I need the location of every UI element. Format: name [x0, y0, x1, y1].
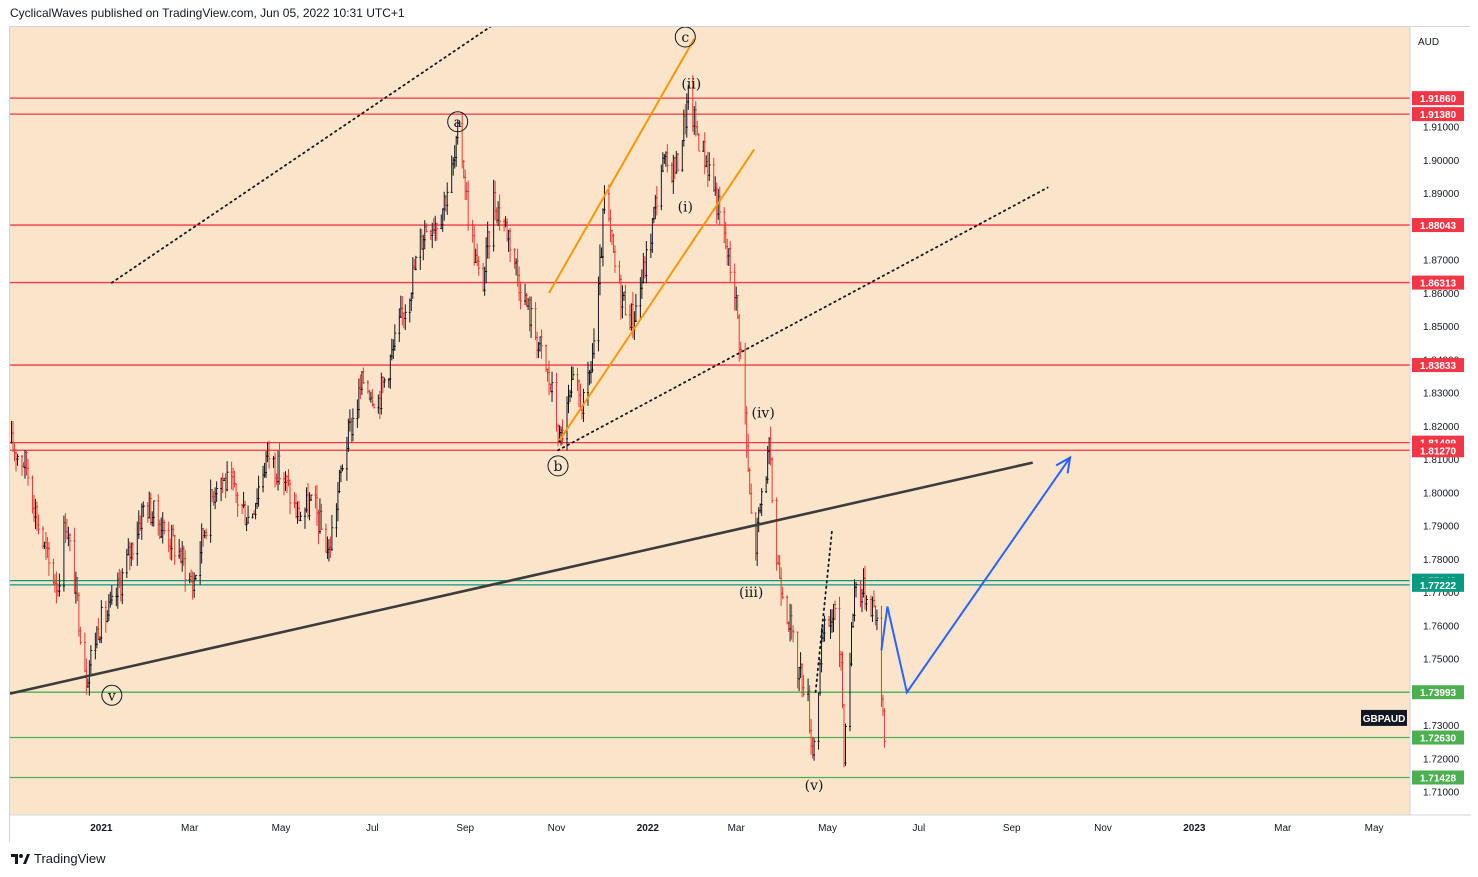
level-price-tag-label: 1.72630: [1420, 734, 1457, 745]
wave-label: c: [681, 30, 689, 46]
level-price-tag: [1412, 218, 1464, 233]
leading-diagonal-dotted: [814, 529, 833, 693]
price-tick-label: 1.82000: [1423, 422, 1460, 433]
time-tick-label: Nov: [548, 823, 566, 834]
level-price-tag-label: 1.91860: [1420, 94, 1457, 105]
wave-label: a: [454, 115, 462, 131]
price-tick-label: 1.72000: [1423, 754, 1460, 765]
wave-label: (iii): [739, 585, 763, 601]
level-price-tag-label: 1.86313: [1420, 279, 1457, 290]
time-tick-label: Jul: [912, 823, 925, 834]
price-tick-label: 1.76000: [1423, 621, 1460, 632]
level-price-tag: [1412, 685, 1464, 700]
level-price-tag-label: 1.83833: [1420, 361, 1457, 372]
projection-path: [880, 457, 1071, 695]
channel-upper-dotted: [110, 27, 492, 284]
level-price-tag-label: 1.81270: [1420, 446, 1457, 457]
tradingview-footer[interactable]: TradingView: [10, 851, 106, 866]
time-tick-label: Jul: [366, 823, 379, 834]
wave-labels: v a b c (ii) (i) (iii) (iv) (v): [101, 27, 824, 794]
candlestick-series: [10, 75, 886, 768]
price-tick-label: 1.78000: [1423, 555, 1460, 566]
time-tick-label: Sep: [456, 823, 474, 834]
wave-label: (iv): [751, 406, 774, 422]
wave-label: (ii): [681, 77, 701, 93]
price-tick-label: 1.79000: [1423, 522, 1460, 533]
price-tick-label: 1.86000: [1423, 289, 1460, 300]
price-tick-label: 1.77000: [1423, 588, 1460, 599]
tradingview-brand-text: TradingView: [34, 851, 106, 866]
price-axis-background: [1410, 27, 1471, 843]
price-tick-label: 1.91000: [1423, 123, 1460, 134]
trend-lines: [10, 27, 1072, 695]
time-tick-label: 2021: [90, 823, 113, 834]
wave-label-circle: [101, 684, 123, 706]
channel-lower-dotted: [557, 186, 1049, 452]
wave-label: (i): [678, 200, 693, 216]
tradingview-logo-icon: [11, 853, 30, 864]
time-tick-label: Nov: [1094, 823, 1112, 834]
support-trendline: [10, 461, 1033, 695]
wave-label-circle: [447, 111, 469, 133]
time-tick-label: May: [1365, 823, 1384, 834]
level-price-tag-label: 1.71428: [1420, 773, 1457, 784]
time-axis-background: [10, 815, 1471, 843]
wave-label: v: [107, 688, 116, 704]
price-tick-label: 1.80000: [1423, 488, 1460, 499]
time-tick-label: May: [818, 823, 837, 834]
level-price-tag: [1412, 107, 1464, 122]
axes: AUD 1.71000 1.72000 1.73000 1.75000 1.76000 1.…: [10, 27, 1471, 843]
price-tick-label: 1.85000: [1423, 322, 1460, 333]
time-tick-label: 2022: [637, 823, 660, 834]
price-tick-label: 1.83000: [1423, 389, 1460, 400]
symbol-tag: [1361, 709, 1407, 726]
orange-channel-upper: [548, 38, 696, 294]
price-tick-label: 1.71000: [1423, 788, 1460, 799]
time-tick-label: Mar: [728, 823, 746, 834]
price-tick-label: 1.73000: [1423, 721, 1460, 732]
level-price-tag: [1412, 275, 1464, 290]
level-price-tag: [1412, 770, 1464, 785]
level-price-tag-label: 1.88043: [1420, 221, 1457, 232]
price-tick-label: 1.87000: [1423, 256, 1460, 267]
wave-label-circle: [674, 27, 696, 48]
level-price-tag: [1412, 577, 1464, 592]
price-axis-unit: AUD: [1418, 37, 1439, 48]
time-tick-label: Mar: [1274, 823, 1292, 834]
time-tick-label: 2023: [1183, 823, 1206, 834]
wave-label-circle: [547, 455, 569, 477]
publisher-header: CyclicalWaves published on TradingView.c…: [10, 6, 405, 20]
orange-channel-lower: [558, 148, 756, 441]
level-price-tag: [1412, 91, 1464, 106]
time-tick-label: May: [272, 823, 291, 834]
level-price-tag: [1412, 358, 1464, 373]
chart-pane[interactable]: v a b c (ii) (i) (iii) (iv) (v) AUD 1.71000 1.7200…: [9, 26, 1471, 843]
wave-label: b: [554, 459, 563, 475]
price-tick-label: 1.81000: [1423, 455, 1460, 466]
wave-label: (v): [805, 778, 824, 794]
price-tick-label: 1.89000: [1423, 189, 1460, 200]
level-price-tag-label: 1.91380: [1420, 110, 1457, 121]
time-tick-label: Mar: [181, 823, 199, 834]
price-tick-label: 1.90000: [1423, 156, 1460, 167]
time-tick-label: Sep: [1003, 823, 1021, 834]
price-tick-label: 1.75000: [1423, 655, 1460, 666]
level-price-tag-label: 1.77222: [1420, 581, 1457, 592]
symbol-tag-label: GBPAUD: [1363, 714, 1406, 725]
horizontal-levels: [10, 97, 1410, 779]
level-price-tag: [1412, 730, 1464, 745]
chart-svg[interactable]: v a b c (ii) (i) (iii) (iv) (v) AUD 1.71000 1.7200…: [10, 27, 1471, 843]
level-price-tag: [1412, 443, 1464, 458]
level-price-tag-label: 1.73993: [1420, 688, 1457, 699]
projection-arrow-head: [1055, 455, 1072, 474]
